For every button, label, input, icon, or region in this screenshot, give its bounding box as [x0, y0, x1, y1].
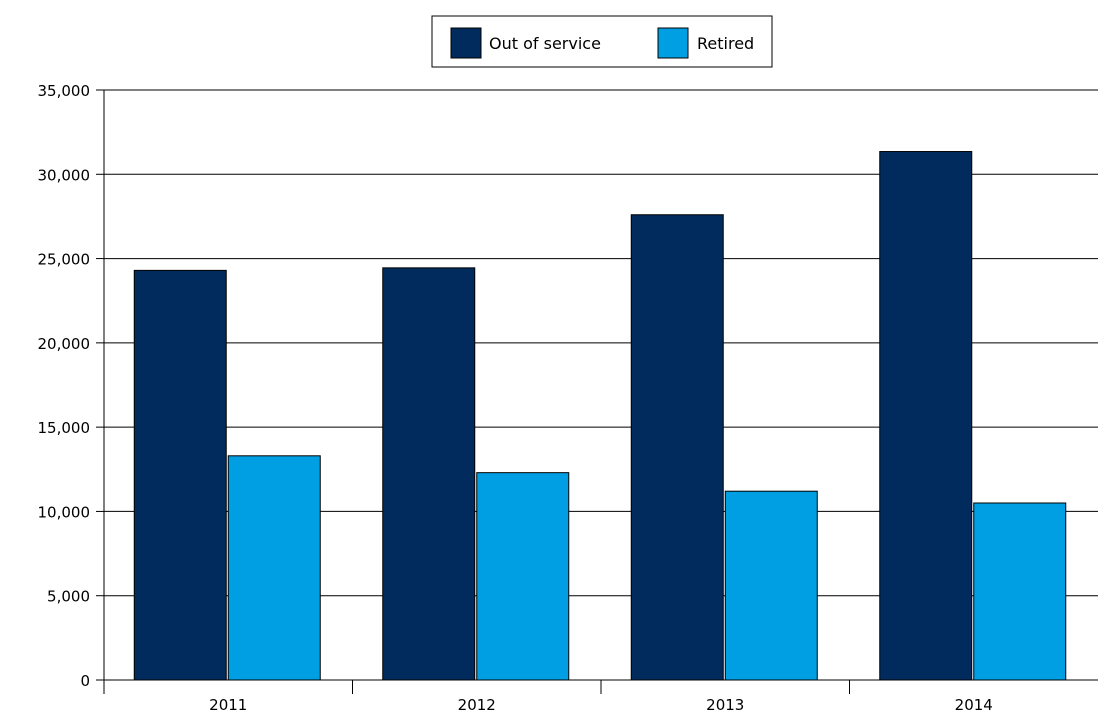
y-tick-label: 0	[80, 672, 90, 690]
legend-label: Out of service	[489, 34, 601, 53]
bar-retired-2011	[228, 456, 320, 680]
bar-out-of-service-2014	[880, 152, 972, 680]
bar-out-of-service-2012	[383, 268, 475, 680]
y-tick-label: 15,000	[38, 419, 91, 437]
legend: Out of service Retired	[432, 16, 772, 67]
x-tick-label: 2011	[209, 696, 247, 714]
bar-retired-2014	[974, 503, 1066, 680]
bar-out-of-service-2011	[134, 270, 226, 680]
legend-swatch-out-of-service	[451, 28, 481, 58]
x-tick-label: 2014	[955, 696, 993, 714]
legend-label: Retired	[697, 34, 754, 53]
legend-swatch-retired	[658, 28, 688, 58]
x-tick-label: 2012	[458, 696, 496, 714]
y-tick-label: 20,000	[38, 335, 91, 353]
bar-retired-2013	[725, 491, 817, 680]
bar-out-of-service-2013	[631, 215, 723, 680]
y-tick-label: 10,000	[38, 503, 91, 521]
bar-retired-2012	[477, 473, 569, 680]
y-tick-label: 5,000	[47, 588, 90, 606]
bars	[134, 152, 1066, 680]
y-tick-label: 35,000	[38, 82, 91, 100]
y-tick-label: 25,000	[38, 251, 91, 269]
x-tick-label: 2013	[706, 696, 744, 714]
y-tick-label: 30,000	[38, 166, 91, 184]
